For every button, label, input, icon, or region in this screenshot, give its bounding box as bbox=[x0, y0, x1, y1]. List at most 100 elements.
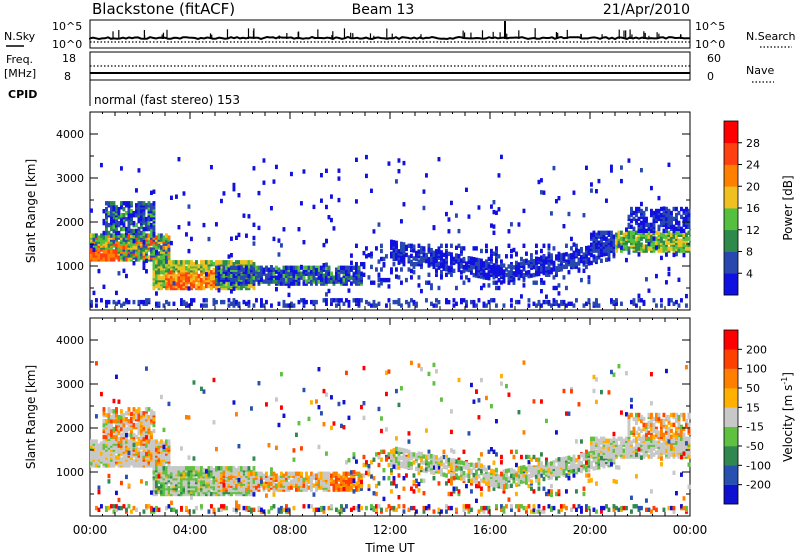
power-cell bbox=[315, 299, 318, 305]
velocity-cell bbox=[217, 466, 221, 471]
power-cell bbox=[232, 182, 236, 188]
power-cell bbox=[402, 258, 406, 263]
power-cell bbox=[495, 210, 498, 215]
power-cell bbox=[520, 256, 523, 262]
velocity-cell bbox=[150, 439, 153, 444]
power-cell bbox=[510, 222, 513, 227]
power-cell bbox=[390, 239, 393, 244]
power-cell bbox=[662, 232, 666, 237]
power-cell bbox=[637, 222, 641, 228]
velocity-cell bbox=[405, 473, 408, 478]
power-cell bbox=[280, 281, 283, 286]
power-cell bbox=[477, 266, 481, 271]
power-cell bbox=[285, 277, 288, 282]
velocity-cell bbox=[102, 455, 106, 460]
velocity-cell bbox=[95, 439, 98, 444]
velocity-cell bbox=[352, 489, 356, 494]
power-cell bbox=[417, 249, 421, 254]
velocity-cell bbox=[305, 481, 308, 486]
power-cell bbox=[397, 257, 401, 262]
velocity-cell bbox=[112, 409, 116, 414]
power-cell bbox=[680, 298, 683, 303]
velocity-cell bbox=[160, 477, 163, 483]
power-cell bbox=[460, 275, 463, 280]
power-cell bbox=[537, 256, 541, 262]
power-cell bbox=[202, 303, 206, 308]
velocity-cell bbox=[417, 463, 421, 468]
velocity-cell bbox=[427, 449, 431, 454]
power-cell bbox=[482, 283, 486, 288]
power-cell bbox=[240, 260, 243, 265]
power-cell bbox=[107, 211, 111, 216]
velocity-cell bbox=[152, 411, 156, 416]
power-cell bbox=[215, 265, 218, 270]
power-cell bbox=[642, 224, 646, 229]
power-cell bbox=[340, 277, 343, 282]
power-cell bbox=[202, 260, 206, 265]
velocity-cell bbox=[352, 478, 356, 483]
velocity-cell bbox=[265, 471, 268, 476]
velocity-cell bbox=[172, 481, 176, 487]
power-cell bbox=[292, 265, 296, 270]
velocity-cell bbox=[427, 453, 431, 458]
velocity-cell bbox=[407, 449, 411, 454]
power-cell bbox=[412, 256, 416, 261]
power-cell bbox=[415, 262, 418, 267]
power-cell bbox=[200, 277, 203, 283]
power-cell bbox=[252, 267, 256, 272]
power-cell bbox=[660, 255, 663, 261]
power-cell bbox=[487, 283, 491, 288]
power-cell bbox=[647, 226, 651, 231]
power-cell bbox=[122, 268, 126, 273]
velocity-cell bbox=[102, 419, 106, 424]
power-cell bbox=[677, 248, 681, 253]
power-cell bbox=[450, 200, 453, 206]
power-cell bbox=[142, 230, 146, 236]
power-cell bbox=[302, 281, 306, 286]
power-cell bbox=[535, 303, 538, 308]
velocity-cell bbox=[132, 432, 136, 438]
power-cell bbox=[472, 272, 476, 278]
power-cell bbox=[457, 263, 461, 269]
power-cell bbox=[200, 281, 203, 287]
velocity-cell bbox=[392, 448, 396, 453]
power-cell bbox=[125, 298, 128, 303]
velocity-cell bbox=[115, 430, 118, 436]
power-cell bbox=[575, 261, 578, 267]
velocity-cell bbox=[232, 483, 236, 488]
power-cell bbox=[140, 201, 143, 206]
power-cell bbox=[152, 201, 156, 206]
power-cell bbox=[542, 254, 546, 260]
power-cell bbox=[317, 275, 321, 280]
power-cell bbox=[195, 283, 198, 289]
power-cell bbox=[375, 246, 378, 251]
power-cell bbox=[172, 301, 176, 306]
power-cell bbox=[215, 299, 218, 305]
power-cell bbox=[570, 253, 573, 258]
power-cell bbox=[222, 299, 226, 305]
power-cell bbox=[117, 299, 121, 305]
power-cell bbox=[165, 299, 168, 305]
velocity-cell bbox=[430, 454, 433, 459]
velocity-cell bbox=[142, 417, 146, 422]
power-cell bbox=[452, 256, 456, 262]
power-cell bbox=[222, 191, 226, 196]
power-cell bbox=[147, 220, 151, 226]
velocity-cell bbox=[225, 481, 228, 486]
power-cell bbox=[90, 299, 93, 305]
velocity-cell bbox=[320, 475, 323, 480]
power-cell bbox=[282, 299, 286, 305]
velocity-cell bbox=[127, 439, 131, 444]
power-cell bbox=[607, 251, 611, 256]
power-cell bbox=[272, 267, 276, 272]
power-cell bbox=[350, 281, 353, 286]
power-cell bbox=[150, 247, 153, 252]
power-cell bbox=[327, 265, 331, 270]
power-cell bbox=[685, 207, 688, 212]
power-cell bbox=[595, 244, 598, 250]
power-cell bbox=[492, 298, 496, 303]
power-cell bbox=[277, 267, 281, 272]
velocity-cell bbox=[525, 454, 528, 460]
velocity-cell bbox=[277, 481, 281, 486]
velocity-cell bbox=[480, 452, 483, 457]
